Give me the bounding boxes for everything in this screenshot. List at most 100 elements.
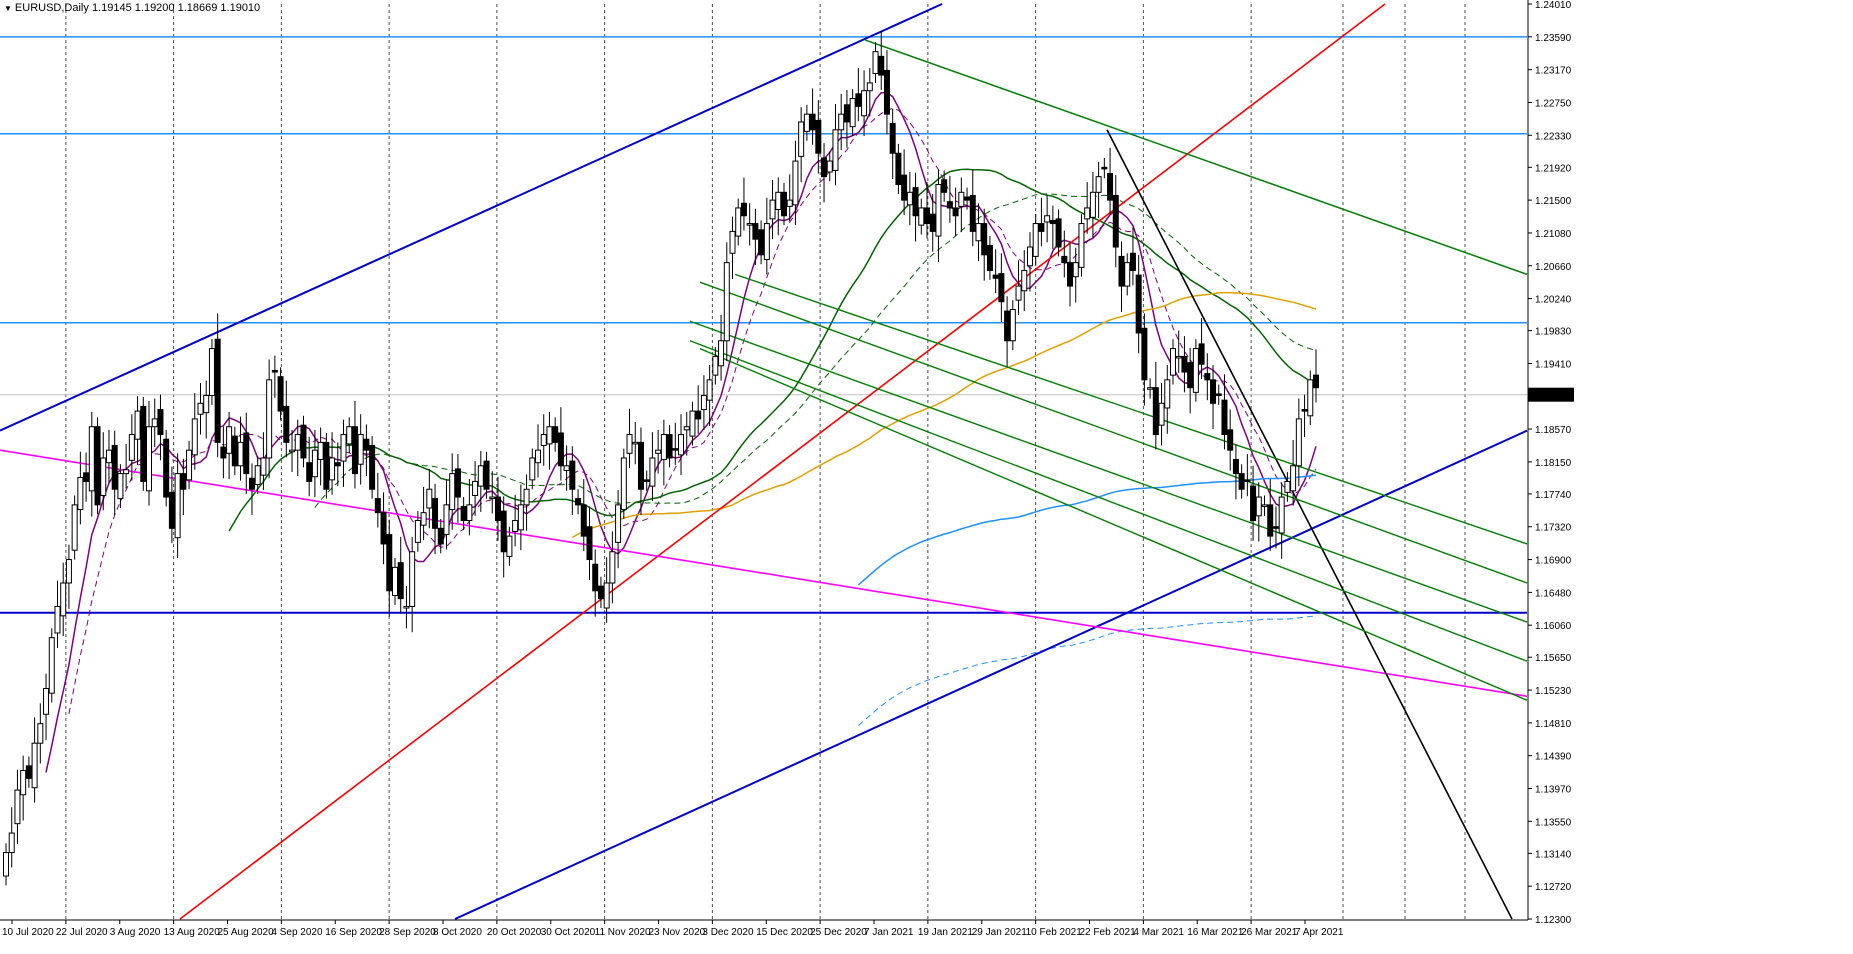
candle-body-bull — [729, 230, 736, 254]
candle — [466, 479, 473, 536]
candle-body-bull — [197, 402, 204, 415]
symbol-label: EURUSD,Daily — [14, 2, 89, 14]
candle — [998, 253, 1005, 323]
candle — [31, 717, 38, 803]
candle — [889, 108, 896, 180]
candle — [3, 843, 9, 886]
candle — [363, 424, 370, 476]
candle — [563, 445, 570, 491]
candle-body-bull — [151, 418, 158, 428]
candle — [1124, 253, 1131, 296]
candle-body-bull — [1044, 215, 1051, 223]
candle-body-bull — [535, 449, 542, 464]
candle — [77, 451, 84, 525]
candle — [146, 400, 153, 506]
candle — [25, 756, 32, 788]
price-tick-label: 1.23590 — [1535, 33, 1572, 44]
price-tick-label: 1.12720 — [1535, 882, 1572, 893]
candle — [1141, 313, 1148, 406]
candle-body-bull — [48, 637, 55, 694]
candle-body-bull — [1026, 246, 1033, 267]
candle — [592, 549, 599, 617]
candle — [226, 411, 233, 480]
candle-body-bull — [838, 113, 845, 131]
candle-body-bear — [380, 512, 387, 545]
candle-body-bear — [494, 496, 501, 521]
candle — [792, 140, 799, 226]
time-tick-label: 26 Mar 2021 — [1241, 927, 1298, 938]
candle-body-bull — [420, 512, 427, 526]
candle — [689, 401, 696, 446]
candle-body-bear — [386, 534, 393, 592]
candle-body-bull — [769, 199, 776, 220]
green-channel-line — [689, 340, 1528, 662]
price-tick-label: 1.16480 — [1535, 588, 1572, 599]
candle — [340, 419, 347, 487]
candle-body-bull — [346, 426, 353, 445]
price-tick-label: 1.24010 — [1535, 0, 1572, 11]
candle — [580, 479, 587, 551]
candle-body-bull — [449, 473, 456, 511]
candle-body-bull — [8, 832, 15, 854]
candle-body-bear — [666, 434, 673, 459]
candle — [557, 407, 564, 481]
time-tick-label: 3 Dec 2020 — [702, 927, 754, 938]
candle-body-bull — [329, 457, 336, 481]
time-tick-label: 4 Mar 2021 — [1133, 927, 1184, 938]
candle — [14, 769, 21, 844]
price-tick-label: 1.22330 — [1535, 131, 1572, 142]
caret-down-icon[interactable]: ▼ — [4, 4, 12, 13]
price-tick-label: 1.15230 — [1535, 686, 1572, 697]
candle — [323, 432, 330, 499]
candle — [1175, 330, 1182, 373]
candle — [409, 536, 416, 633]
price-tick-label: 1.17740 — [1535, 490, 1572, 501]
candle-body-bull — [3, 852, 9, 877]
candle-body-bear — [483, 460, 490, 490]
candle-body-bear — [929, 213, 936, 232]
candle-body-bear — [1215, 393, 1222, 396]
candle-body-bull — [31, 742, 38, 789]
candle — [346, 417, 353, 454]
green-channel-line — [734, 273, 1528, 545]
candle — [695, 385, 702, 434]
candle-body-bull — [146, 426, 153, 492]
candle-body-bull — [786, 199, 793, 207]
candle-body-bull — [872, 51, 879, 75]
candle-body-bull — [340, 434, 347, 462]
candle-body-bear — [277, 376, 284, 412]
candle — [437, 518, 444, 554]
candle — [134, 396, 141, 466]
candle — [37, 703, 44, 764]
candle — [935, 169, 942, 262]
green-channel-line — [864, 39, 1528, 276]
candle-body-bull — [260, 457, 267, 476]
candle — [254, 456, 261, 494]
candle-body-bear — [1267, 504, 1274, 537]
candle-body-bear — [1232, 459, 1239, 475]
candle-body-bull — [1072, 262, 1079, 278]
candle — [391, 558, 398, 605]
candle — [798, 107, 805, 183]
ohlc-values: 1.19145 1.19200 1.18669 1.19010 — [91, 2, 261, 14]
candle — [981, 208, 988, 281]
price-tick-label: 1.13970 — [1535, 785, 1572, 796]
candle — [231, 426, 238, 476]
trendline-magenta — [0, 449, 1528, 698]
candle — [243, 412, 250, 494]
candle — [1181, 336, 1188, 393]
candle-body-bull — [649, 457, 656, 487]
candle-body-bull — [523, 488, 530, 506]
candle — [603, 557, 610, 623]
candle-body-bull — [54, 605, 61, 634]
candle-body-bear — [986, 244, 993, 271]
green-channel-line — [699, 347, 1528, 701]
candle — [237, 416, 244, 481]
candle-body-bear — [580, 504, 587, 537]
candle — [1078, 214, 1085, 277]
candle-body-bear — [889, 123, 896, 154]
candle — [958, 177, 965, 233]
candle-body-bull — [414, 519, 421, 543]
candle-body-bull — [1261, 504, 1268, 507]
